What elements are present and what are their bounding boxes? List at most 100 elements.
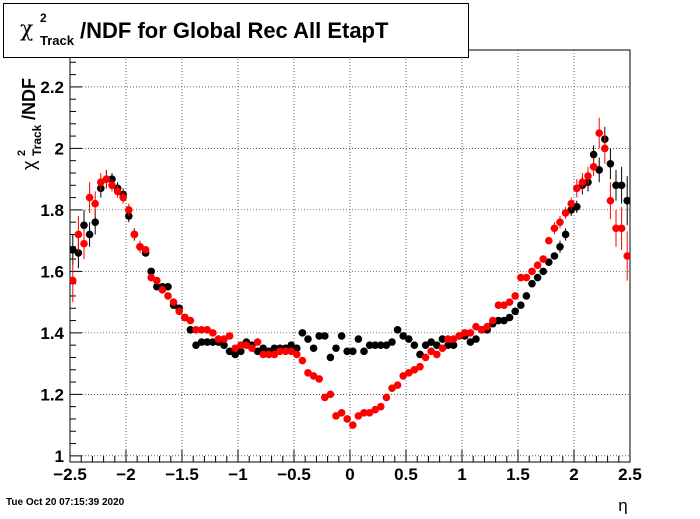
plot-frame bbox=[69, 49, 631, 463]
data-point bbox=[528, 279, 536, 288]
data-point bbox=[354, 412, 363, 420]
data-point bbox=[287, 341, 296, 349]
data-point bbox=[584, 172, 592, 180]
data-point bbox=[449, 341, 458, 349]
x-tick-label: 1 bbox=[457, 465, 466, 484]
x-tick-label: −2 bbox=[116, 465, 135, 484]
data-point bbox=[421, 353, 430, 362]
data-point bbox=[265, 350, 273, 359]
data-point bbox=[601, 144, 609, 153]
data-point bbox=[74, 230, 83, 239]
data-point bbox=[393, 381, 402, 389]
data-point bbox=[276, 347, 284, 356]
y-tick-label: 2.2 bbox=[40, 78, 64, 97]
data-point bbox=[505, 298, 514, 306]
data-point bbox=[293, 350, 301, 359]
data-point bbox=[371, 405, 380, 414]
data-point bbox=[80, 221, 88, 230]
data-point bbox=[388, 384, 396, 393]
data-point bbox=[147, 273, 155, 282]
title-subscript: Track bbox=[40, 33, 74, 48]
data-point bbox=[147, 267, 155, 276]
data-point bbox=[500, 316, 508, 325]
y-axis-label-sub: Track bbox=[30, 124, 44, 156]
data-point bbox=[349, 347, 357, 356]
data-point bbox=[522, 292, 531, 300]
data-point bbox=[360, 409, 368, 417]
data-point bbox=[309, 344, 318, 353]
data-point bbox=[209, 338, 217, 346]
data-point bbox=[248, 344, 256, 353]
data-point bbox=[589, 163, 598, 171]
data-point bbox=[438, 344, 447, 353]
data-point bbox=[343, 347, 352, 356]
data-point bbox=[192, 341, 200, 349]
y-tick-label: 1.2 bbox=[40, 385, 64, 404]
data-point bbox=[477, 325, 486, 334]
data-point bbox=[405, 369, 413, 377]
data-point bbox=[70, 276, 77, 285]
data-point bbox=[80, 239, 88, 248]
data-point bbox=[181, 313, 189, 322]
data-point bbox=[108, 181, 116, 190]
x-tick-label: 2 bbox=[569, 465, 578, 484]
data-point bbox=[494, 316, 503, 325]
data-point bbox=[209, 329, 217, 337]
data-point bbox=[360, 347, 368, 356]
data-point bbox=[489, 316, 497, 325]
data-point bbox=[595, 166, 603, 174]
data-point bbox=[500, 301, 508, 309]
data-point bbox=[125, 206, 133, 214]
data-point bbox=[237, 347, 245, 356]
data-point bbox=[410, 341, 419, 349]
data-point bbox=[214, 335, 223, 343]
data-point bbox=[153, 282, 161, 291]
data-point bbox=[545, 258, 553, 266]
data-point bbox=[623, 252, 630, 260]
data-point bbox=[281, 347, 290, 356]
data-point bbox=[220, 341, 228, 349]
data-point bbox=[220, 335, 228, 343]
data-point bbox=[561, 230, 570, 239]
data-point bbox=[382, 341, 391, 349]
series-1 bbox=[70, 117, 630, 429]
y-axis-label-sup: 2 bbox=[16, 150, 28, 156]
data-point bbox=[270, 344, 279, 353]
data-point bbox=[253, 347, 262, 356]
data-point bbox=[164, 292, 172, 300]
data-point bbox=[472, 335, 480, 343]
data-point bbox=[259, 350, 268, 359]
data-point bbox=[326, 353, 335, 362]
data-point bbox=[427, 338, 436, 346]
chart-title: /NDF for Global Rec All EtapT bbox=[80, 17, 389, 43]
data-point bbox=[533, 273, 542, 282]
data-point bbox=[113, 187, 122, 196]
data-point bbox=[511, 307, 519, 316]
x-tick-label: −1 bbox=[228, 465, 247, 484]
data-point bbox=[517, 301, 525, 309]
title-box: χ 2 Track /NDF for Global Rec All EtapT bbox=[3, 3, 469, 58]
data-point bbox=[309, 372, 318, 380]
data-point bbox=[343, 415, 352, 423]
data-point bbox=[617, 224, 626, 233]
data-point bbox=[539, 267, 547, 276]
data-point bbox=[444, 335, 452, 343]
data-point bbox=[561, 209, 570, 217]
data-point bbox=[186, 325, 195, 334]
x-tick-label: −1.5 bbox=[165, 465, 199, 484]
data-point bbox=[416, 350, 424, 359]
x-tick-label: 0.5 bbox=[394, 465, 418, 484]
data-point bbox=[91, 218, 99, 226]
data-point bbox=[556, 218, 564, 226]
data-point bbox=[517, 273, 525, 282]
data-point bbox=[511, 292, 519, 300]
data-point bbox=[461, 329, 469, 337]
data-point bbox=[578, 178, 587, 187]
data-point bbox=[337, 409, 346, 417]
data-point bbox=[433, 350, 441, 359]
data-point bbox=[573, 203, 581, 211]
data-point bbox=[197, 338, 206, 346]
date-stamp: Tue Oct 20 07:15:39 2020 bbox=[6, 497, 125, 508]
data-point bbox=[388, 338, 396, 346]
data-point bbox=[287, 347, 296, 356]
